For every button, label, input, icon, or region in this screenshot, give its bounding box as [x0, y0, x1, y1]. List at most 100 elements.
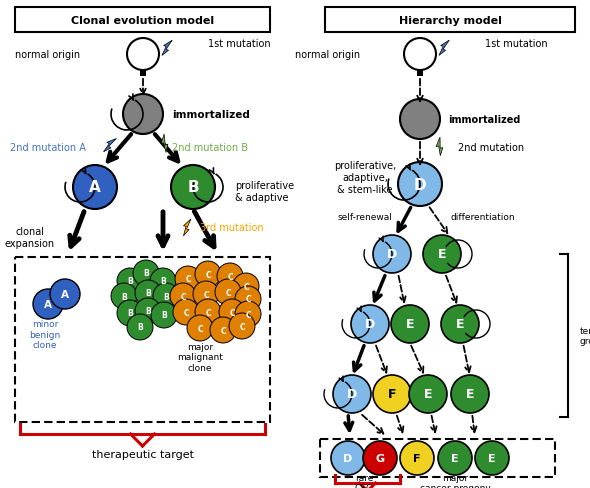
Text: E: E: [451, 453, 459, 463]
Text: C: C: [180, 292, 186, 301]
Text: B: B: [127, 309, 133, 318]
Text: major
malignant
clone: major malignant clone: [177, 343, 223, 372]
Circle shape: [135, 281, 161, 306]
Circle shape: [441, 305, 479, 343]
Text: 1st mutation: 1st mutation: [208, 39, 271, 49]
Circle shape: [187, 315, 213, 341]
FancyBboxPatch shape: [325, 8, 575, 33]
FancyBboxPatch shape: [15, 258, 270, 422]
Circle shape: [50, 280, 80, 309]
Circle shape: [127, 39, 159, 71]
Circle shape: [400, 441, 434, 475]
Polygon shape: [103, 139, 116, 152]
Circle shape: [398, 163, 442, 206]
Text: E: E: [488, 453, 496, 463]
Text: C: C: [197, 324, 203, 333]
Circle shape: [195, 262, 221, 287]
Circle shape: [217, 264, 243, 289]
Text: F: F: [388, 387, 396, 401]
Circle shape: [117, 268, 143, 294]
Text: D: D: [343, 453, 353, 463]
Text: B: B: [160, 277, 166, 286]
Circle shape: [373, 236, 411, 273]
Text: C: C: [183, 308, 189, 317]
Text: D: D: [414, 177, 427, 192]
Polygon shape: [162, 41, 172, 56]
Text: C: C: [203, 290, 209, 299]
Text: B: B: [121, 292, 127, 301]
Circle shape: [175, 266, 201, 292]
Text: C: C: [239, 322, 245, 331]
Text: E: E: [438, 248, 446, 261]
Text: immortalized: immortalized: [448, 115, 520, 125]
Circle shape: [210, 317, 236, 343]
Polygon shape: [439, 41, 450, 56]
Circle shape: [451, 375, 489, 413]
Circle shape: [151, 303, 177, 328]
Text: C: C: [185, 275, 191, 284]
Circle shape: [351, 305, 389, 343]
Circle shape: [219, 299, 245, 325]
Circle shape: [127, 314, 153, 340]
Text: F: F: [413, 453, 421, 463]
Circle shape: [173, 299, 199, 325]
Polygon shape: [161, 135, 168, 153]
Circle shape: [400, 100, 440, 140]
Text: A: A: [89, 180, 101, 195]
Circle shape: [33, 289, 63, 319]
Circle shape: [233, 273, 259, 299]
Text: D: D: [365, 318, 375, 331]
Text: C: C: [205, 308, 211, 317]
Text: A: A: [61, 289, 69, 299]
Text: E: E: [406, 318, 414, 331]
Text: proliferative
& adaptive: proliferative & adaptive: [235, 181, 294, 203]
Text: C: C: [243, 282, 249, 291]
Text: D: D: [387, 248, 397, 261]
Circle shape: [135, 298, 161, 325]
Text: C: C: [245, 295, 251, 304]
FancyBboxPatch shape: [15, 8, 270, 33]
Text: C: C: [229, 308, 235, 317]
Text: B: B: [145, 289, 151, 298]
Text: B: B: [143, 269, 149, 278]
Text: therapeutic target: therapeutic target: [92, 449, 194, 459]
Text: B: B: [161, 311, 167, 320]
Text: minor
benign
clone: minor benign clone: [30, 320, 61, 349]
Circle shape: [170, 284, 196, 309]
Text: B: B: [127, 277, 133, 286]
Text: C: C: [227, 272, 233, 281]
Circle shape: [195, 299, 221, 325]
Text: self-renewal: self-renewal: [337, 213, 392, 222]
Circle shape: [235, 302, 261, 327]
Text: differentiation: differentiation: [450, 213, 514, 222]
Circle shape: [117, 301, 143, 326]
Text: G: G: [375, 453, 385, 463]
Text: E: E: [466, 387, 474, 401]
Circle shape: [150, 268, 176, 294]
Text: B: B: [163, 292, 169, 301]
Polygon shape: [436, 138, 443, 156]
Text: terminal
growth-arrest: terminal growth-arrest: [580, 326, 590, 346]
Circle shape: [153, 284, 179, 309]
Text: C: C: [245, 310, 251, 319]
Circle shape: [73, 165, 117, 209]
Text: 2nd mutation: 2nd mutation: [458, 142, 524, 153]
Circle shape: [229, 313, 255, 339]
Circle shape: [215, 280, 241, 305]
Circle shape: [171, 165, 215, 209]
Text: 1st mutation: 1st mutation: [485, 39, 548, 49]
Circle shape: [111, 284, 137, 309]
Text: C: C: [220, 326, 226, 335]
Circle shape: [363, 441, 397, 475]
Text: rare
CSC: rare CSC: [355, 473, 373, 488]
Text: proliferative,
adaptive,
& stem-like: proliferative, adaptive, & stem-like: [334, 161, 396, 194]
Circle shape: [123, 95, 163, 135]
Circle shape: [438, 441, 472, 475]
Text: normal origin: normal origin: [295, 50, 360, 60]
Text: E: E: [455, 318, 464, 331]
Text: D: D: [347, 387, 357, 401]
Circle shape: [133, 261, 159, 286]
Bar: [140, 71, 146, 77]
Text: A: A: [44, 299, 52, 309]
Text: normal origin: normal origin: [15, 50, 80, 60]
